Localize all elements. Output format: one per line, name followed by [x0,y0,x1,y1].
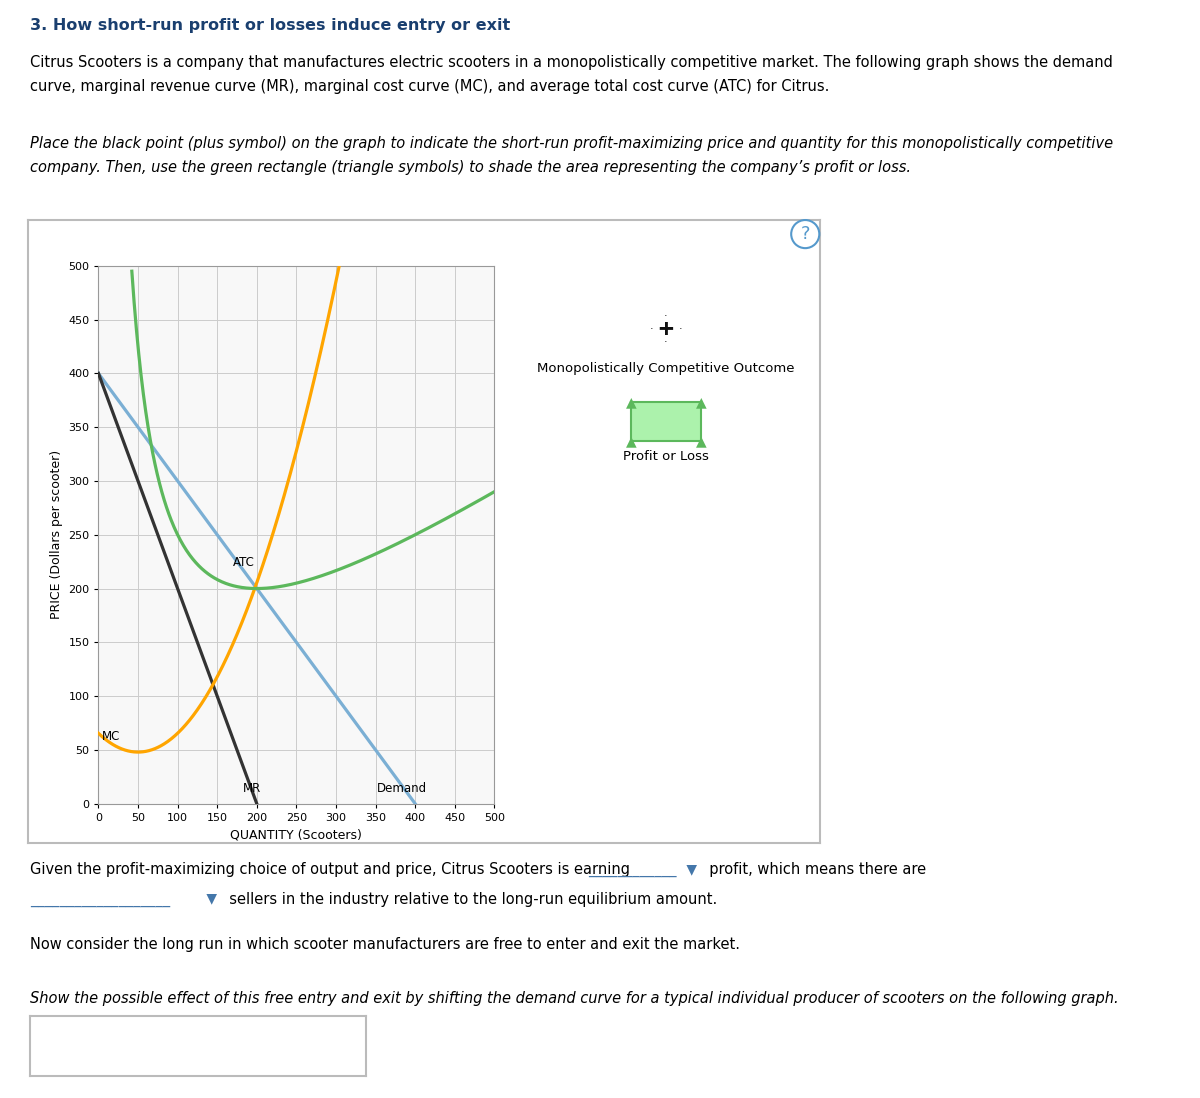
Text: ATC: ATC [233,557,254,569]
Y-axis label: PRICE (Dollars per scooter): PRICE (Dollars per scooter) [49,450,62,619]
Text: Now consider the long run in which scooter manufacturers are free to enter and e: Now consider the long run in which scoot… [30,937,740,952]
Text: ·: · [664,311,668,322]
Text: ·: · [649,324,654,335]
Text: ___________________: ___________________ [30,892,170,907]
Text: ▲: ▲ [626,434,636,448]
Text: ·: · [664,337,668,348]
Text: ▲: ▲ [696,395,706,410]
Text: Citrus Scooters is a company that manufactures electric scooters in a monopolist: Citrus Scooters is a company that manufa… [30,55,1112,70]
Text: Place the black point (plus symbol) on the graph to indicate the short-run profi: Place the black point (plus symbol) on t… [30,136,1114,152]
Text: sellers in the industry relative to the long-run equilibrium amount.: sellers in the industry relative to the … [220,892,716,907]
X-axis label: QUANTITY (Scooters): QUANTITY (Scooters) [230,828,362,841]
Text: MR: MR [244,782,262,795]
Text: ▲: ▲ [696,434,706,448]
Text: ?: ? [800,225,810,243]
Text: ▲: ▲ [626,395,636,410]
Text: Profit or Loss: Profit or Loss [623,450,709,463]
Text: ____________: ____________ [588,862,677,877]
Text: company. Then, use the green rectangle (triangle symbols) to shade the area repr: company. Then, use the green rectangle (… [30,160,911,176]
Text: ▼: ▼ [202,892,217,906]
Text: 3. How short-run profit or losses induce entry or exit: 3. How short-run profit or losses induce… [30,18,510,33]
Text: ·: · [678,324,683,335]
Text: Monopolistically Competitive Outcome: Monopolistically Competitive Outcome [538,362,794,376]
Text: Demand: Demand [377,782,427,795]
Text: profit, which means there are: profit, which means there are [700,862,925,877]
Text: +: + [659,317,673,341]
Text: Given the profit-maximizing choice of output and price, Citrus Scooters is earni: Given the profit-maximizing choice of ou… [30,862,640,877]
Text: ▼: ▼ [682,862,696,876]
Text: curve, marginal revenue curve (MR), marginal cost curve (MC), and average total : curve, marginal revenue curve (MR), marg… [30,79,829,94]
Text: Show the possible effect of this free entry and exit by shifting the demand curv: Show the possible effect of this free en… [30,991,1118,1007]
Text: MC: MC [102,730,120,743]
